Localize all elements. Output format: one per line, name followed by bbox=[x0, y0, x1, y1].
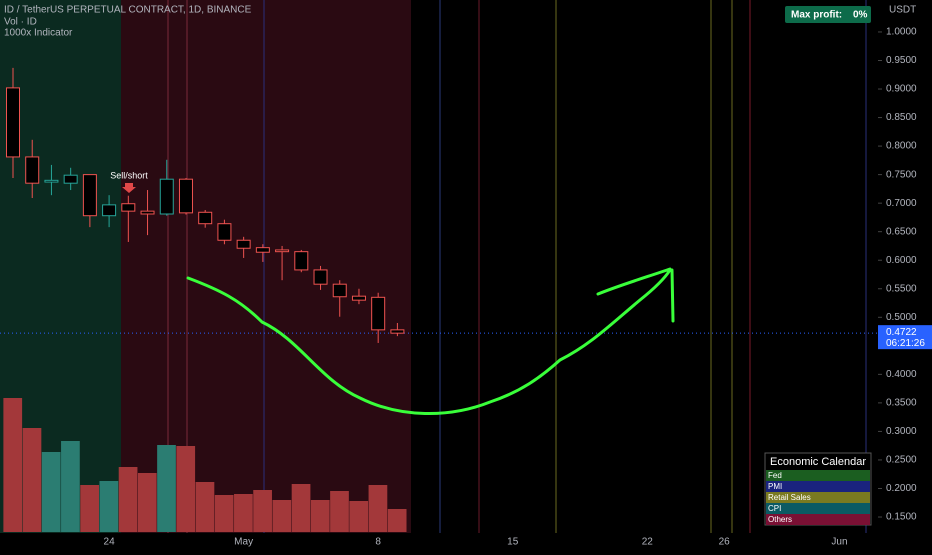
candle-body bbox=[294, 251, 309, 271]
candle-body bbox=[121, 203, 136, 212]
volume-bar bbox=[41, 452, 61, 532]
annotation: Sell/short bbox=[110, 170, 148, 180]
currency: USDT bbox=[889, 5, 916, 16]
x-tick-label: 24 bbox=[104, 537, 116, 548]
candle-body bbox=[63, 174, 78, 184]
x-tick-label: 22 bbox=[642, 537, 654, 548]
y-tick-label: 0.7000 bbox=[886, 198, 917, 209]
candle-body bbox=[236, 239, 251, 249]
drawing bbox=[186, 267, 675, 415]
x-tick-label: 8 bbox=[375, 537, 381, 548]
y-tick-label: 0.4000 bbox=[886, 369, 917, 380]
candle-body bbox=[44, 179, 59, 183]
y-tick-label: 0.2500 bbox=[886, 455, 917, 466]
price-axis bbox=[878, 0, 932, 550]
calendar-item: PMI bbox=[768, 482, 782, 491]
y-tick-label: 0.5500 bbox=[886, 283, 917, 294]
candle-body bbox=[140, 210, 155, 215]
candle-body bbox=[255, 247, 270, 253]
zone-red bbox=[121, 0, 411, 533]
calendar-row bbox=[766, 492, 870, 503]
x-tick-label: 15 bbox=[507, 537, 519, 548]
x-tick-label: Jun bbox=[831, 537, 847, 548]
volume-bar bbox=[80, 485, 99, 532]
candle-body bbox=[178, 178, 193, 214]
y-tick-label: 1.0000 bbox=[886, 27, 917, 38]
x-tick-label: May bbox=[234, 537, 253, 548]
volume-bar bbox=[214, 495, 234, 532]
volume-bar bbox=[310, 500, 330, 532]
volume-bar bbox=[330, 491, 349, 532]
economic-calendar: Economic Calendar Fed PMI Retail Sales CPI O… bbox=[764, 452, 872, 526]
candle-body bbox=[159, 178, 174, 215]
y-tick-label: 0.8000 bbox=[886, 141, 917, 152]
calendar-item: CPI bbox=[768, 504, 781, 513]
last-price-box bbox=[878, 325, 932, 350]
time-axis bbox=[0, 533, 878, 550]
y-tick-label: 0.8500 bbox=[886, 112, 917, 123]
last-price-label: 0.4722 bbox=[886, 327, 917, 338]
title: ID / TetherUS PERPETUAL CONTRACT, 1D, BI… bbox=[4, 5, 252, 16]
y-tick-label: 0.3000 bbox=[886, 426, 917, 437]
y-tick-label: 0.6000 bbox=[886, 255, 917, 266]
candle-body bbox=[390, 329, 405, 334]
countdown: 06:21:26 bbox=[886, 338, 925, 349]
volume-bar bbox=[61, 441, 80, 532]
candle-body bbox=[332, 283, 347, 298]
max-profit-box bbox=[785, 6, 871, 23]
y-tick-label: 0.5000 bbox=[886, 312, 917, 323]
y-tick-label: 0.9000 bbox=[886, 84, 917, 95]
calendar-item: Others bbox=[768, 515, 792, 524]
max-profit-label: Max profit: bbox=[791, 10, 842, 21]
volume-bar bbox=[272, 500, 292, 532]
volume-bar bbox=[253, 490, 272, 532]
calendar-row bbox=[766, 481, 870, 492]
volume-bar bbox=[368, 485, 388, 532]
calendar-title: Economic Calendar bbox=[770, 456, 866, 468]
y-tick-label: 0.6500 bbox=[886, 226, 917, 237]
max-profit-value: 0% bbox=[853, 10, 868, 21]
candle-body bbox=[102, 204, 117, 217]
volume-bar bbox=[176, 446, 196, 532]
volume-bar bbox=[22, 428, 42, 532]
sell-arrow bbox=[122, 183, 136, 193]
candle-body bbox=[351, 295, 366, 301]
calendar-row bbox=[766, 514, 870, 525]
volume-bar bbox=[99, 481, 119, 532]
candle-body bbox=[82, 174, 97, 217]
subtitle: Vol · ID bbox=[4, 17, 37, 28]
y-tick-label: 0.1500 bbox=[886, 512, 917, 523]
calendar-item: Retail Sales bbox=[768, 493, 811, 502]
volume-bar bbox=[291, 484, 311, 532]
volume-bar bbox=[157, 445, 176, 532]
calendar-row bbox=[766, 470, 870, 481]
event-lines bbox=[167, 0, 867, 533]
y-tick-label: 0.9500 bbox=[886, 55, 917, 66]
candle-body bbox=[313, 269, 328, 285]
candle-body bbox=[6, 87, 20, 158]
candle-body bbox=[371, 296, 386, 331]
candle-body bbox=[217, 223, 232, 241]
candle-body bbox=[25, 156, 40, 184]
y-tick-label: 0.3500 bbox=[886, 398, 917, 409]
volume-bar bbox=[3, 398, 23, 532]
volume-bar bbox=[387, 509, 407, 532]
volume-bar bbox=[349, 501, 369, 532]
marks bbox=[0, 67, 878, 532]
volume-bar bbox=[137, 473, 157, 532]
candle-body bbox=[198, 211, 213, 225]
y-tick-label: 0.2000 bbox=[886, 483, 917, 494]
volume-bar bbox=[234, 494, 253, 532]
volume-bar bbox=[195, 482, 215, 532]
x-tick-label: 26 bbox=[719, 537, 731, 548]
volume-bar bbox=[118, 467, 138, 532]
indicator: 1000x Indicator bbox=[4, 28, 73, 39]
calendar-item: Fed bbox=[768, 471, 782, 480]
calendar-row bbox=[766, 503, 870, 514]
y-tick-label: 0.7500 bbox=[886, 169, 917, 180]
candle-body bbox=[275, 249, 290, 253]
